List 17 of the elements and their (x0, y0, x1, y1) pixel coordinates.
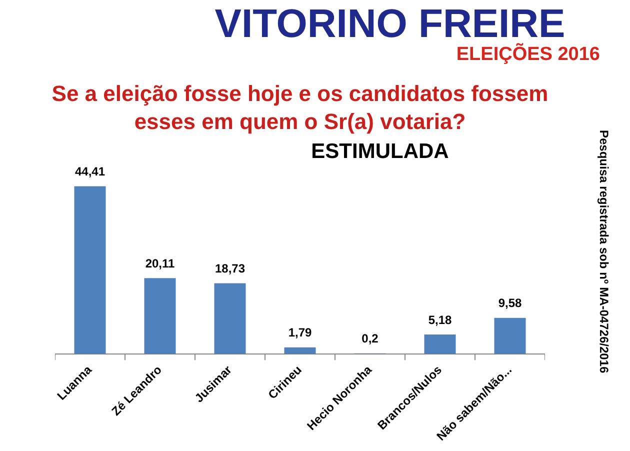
data-label: 18,73 (214, 262, 246, 276)
bar (144, 278, 176, 354)
text: ESTIMULADA (310, 140, 450, 164)
bar (424, 334, 456, 354)
chart-subtitle: ELEIÇÕES 2016 (455, 44, 600, 66)
text: Se a eleição fosse hoje e os candidatos fossem esses em quem o Sr(a) votaria? (50, 80, 550, 136)
bar (74, 186, 106, 354)
bar (494, 318, 526, 354)
data-label: 1,79 (288, 326, 312, 340)
data-label: 9,58 (498, 296, 522, 310)
bar (214, 283, 246, 354)
text: Pesquisa registrada sob nº MA-04726/2016 (597, 130, 611, 374)
data-label: 5,18 (428, 312, 452, 327)
bar (284, 347, 316, 354)
data-label: 44,41 (74, 164, 106, 179)
data-label: 20,11 (145, 256, 176, 270)
data-label: 0,2 (362, 332, 379, 346)
